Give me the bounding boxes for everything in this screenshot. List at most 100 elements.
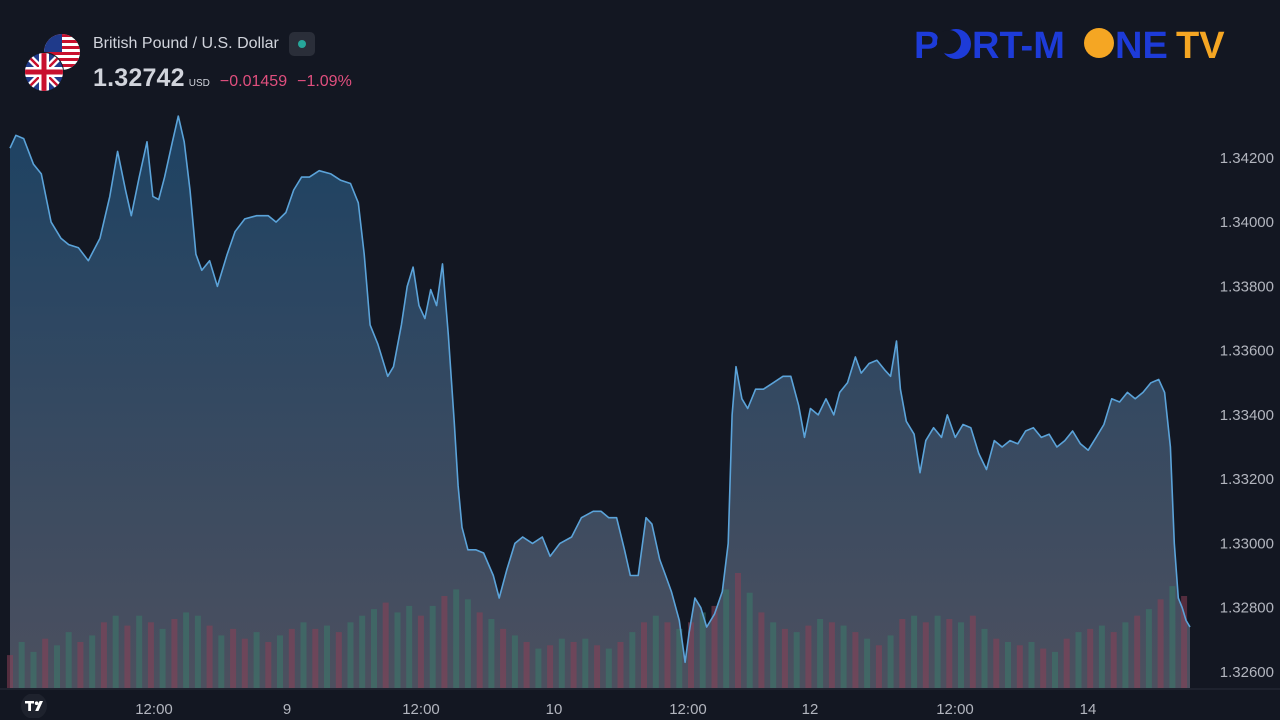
volume-bar xyxy=(335,632,342,688)
currency-pair-flags xyxy=(24,34,80,92)
volume-bar xyxy=(969,615,976,688)
y-tick-label: 1.33400 xyxy=(1220,407,1274,424)
volume-bar xyxy=(1181,596,1188,688)
volume-bar xyxy=(558,638,565,688)
volume-bar xyxy=(312,628,319,688)
volume-bar xyxy=(1134,615,1141,688)
volume-bar xyxy=(605,648,612,688)
volume-bar xyxy=(770,622,777,688)
volume-bar xyxy=(1028,642,1035,688)
volume-bar xyxy=(699,612,706,688)
logo-sun-icon xyxy=(1084,28,1114,58)
volume-bar xyxy=(1145,609,1152,688)
volume-bar xyxy=(147,622,154,688)
volume-bar xyxy=(582,638,589,688)
volume-bar xyxy=(277,635,283,688)
price-currency: USD xyxy=(188,78,210,89)
volume-bar xyxy=(840,625,847,688)
symbol-name[interactable]: British Pound / U.S. Dollar xyxy=(93,35,279,52)
volume-bar xyxy=(394,612,401,688)
volume-bar xyxy=(382,602,389,688)
volume-bar xyxy=(300,622,307,688)
volume-bar xyxy=(781,628,788,688)
volume-bar xyxy=(805,625,812,688)
volume-bar xyxy=(535,648,542,688)
volume-bar xyxy=(711,605,718,688)
volume-bar xyxy=(429,605,436,688)
x-tick-label: 10 xyxy=(546,701,563,718)
volume-bar xyxy=(899,619,906,688)
price-area xyxy=(10,116,1190,689)
y-tick-label: 1.33800 xyxy=(1220,278,1274,295)
volume-bar xyxy=(922,622,929,688)
volume-bar xyxy=(887,635,894,688)
volume-bar xyxy=(1005,642,1011,688)
last-price: 1.32742 xyxy=(93,64,185,92)
volume-bar xyxy=(171,619,178,688)
volume-bar xyxy=(1052,651,1058,688)
market-open-dot xyxy=(297,40,306,48)
volume-bar xyxy=(875,645,882,688)
y-tick-label: 1.33000 xyxy=(1220,535,1274,552)
logo-text-rtm: RT-M xyxy=(972,25,1065,66)
volume-bar xyxy=(641,622,647,688)
volume-bar xyxy=(793,632,800,688)
time-axis[interactable]: 12:00 9 12:00 10 12:00 12 12:00 14 xyxy=(0,688,1280,718)
logo-moon-icon xyxy=(937,29,971,59)
volume-bar xyxy=(817,619,824,688)
volume-bar xyxy=(629,632,636,688)
volume-bar xyxy=(1157,599,1164,688)
y-tick-label: 1.34000 xyxy=(1220,214,1274,231)
volume-bar xyxy=(218,635,225,688)
volume-bar xyxy=(112,615,119,688)
volume-bar xyxy=(1075,632,1082,688)
symbol-header: British Pound / U.S. Dollar 1.32742 USD … xyxy=(22,28,622,98)
volume-bar xyxy=(18,642,25,688)
volume-bar xyxy=(746,592,753,688)
x-tick-label: 9 xyxy=(283,701,291,718)
tradingview-logo-icon[interactable] xyxy=(18,694,50,718)
volume-bar xyxy=(30,651,37,688)
y-tick-label: 1.32600 xyxy=(1220,664,1274,681)
volume-bar xyxy=(864,638,871,688)
logo-text-p: P xyxy=(914,25,939,66)
price-axis[interactable]: 1.34200 1.34000 1.33800 1.33600 1.33400 1.332… xyxy=(1220,150,1274,681)
uk-flag-icon xyxy=(24,52,64,92)
volume-bar xyxy=(347,622,354,688)
volume-bar xyxy=(1063,638,1070,688)
volume-bar xyxy=(934,615,941,688)
price-change-percent: −1.09% xyxy=(297,73,352,90)
volume-bar xyxy=(617,642,624,688)
volume-bar xyxy=(42,638,49,688)
volume-bar xyxy=(688,622,694,688)
volume-bar xyxy=(77,642,84,688)
volume-bar xyxy=(100,622,107,688)
y-tick-label: 1.34200 xyxy=(1220,150,1274,167)
volume-bar xyxy=(723,589,730,688)
volume-bar xyxy=(594,645,601,688)
volume-bar xyxy=(65,632,72,688)
volume-bar xyxy=(124,625,131,688)
volume-bar xyxy=(136,615,143,688)
volume-bar xyxy=(758,612,765,688)
volume-bar xyxy=(488,619,495,688)
volume-bar xyxy=(523,642,530,688)
volume-bar xyxy=(676,628,683,688)
volume-bar xyxy=(265,642,272,688)
y-tick-label: 1.32800 xyxy=(1220,600,1274,617)
volume-bar xyxy=(911,615,918,688)
volume-bar xyxy=(7,655,13,688)
volume-bar xyxy=(1110,632,1117,688)
volume-bar xyxy=(1040,648,1047,688)
volume-bar xyxy=(1098,625,1105,688)
port-mone-tv-logo: P RT-M NE TV xyxy=(914,25,1225,66)
volume-bar xyxy=(735,573,741,688)
volume-bar xyxy=(241,638,248,688)
volume-bar xyxy=(570,642,577,688)
volume-bar xyxy=(852,632,859,688)
y-tick-label: 1.33200 xyxy=(1220,471,1274,488)
market-status-badge[interactable] xyxy=(288,32,315,56)
volume-bar xyxy=(406,605,413,688)
volume-bar xyxy=(828,622,835,688)
